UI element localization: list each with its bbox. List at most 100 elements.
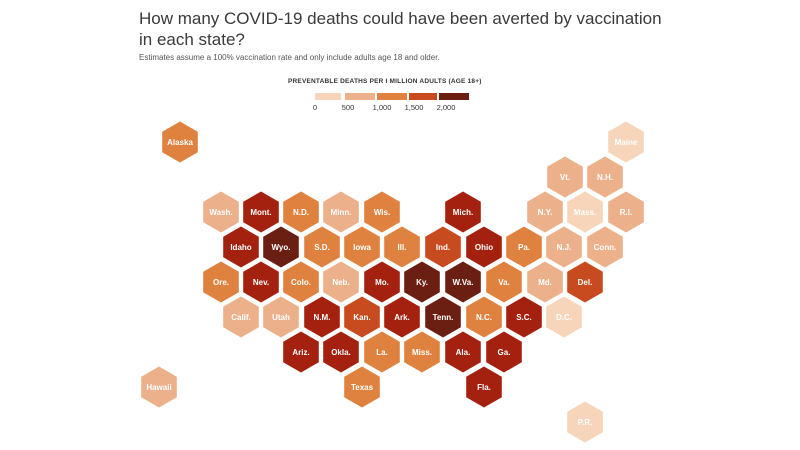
state-hex[interactable] [567,191,603,233]
state-hex[interactable] [445,331,481,373]
state-hex[interactable] [243,191,279,233]
state-label: N.D. [293,208,309,217]
state-label: Neb. [332,278,349,287]
state-hex[interactable] [546,226,582,268]
state-hex[interactable] [323,331,359,373]
state-label: P.R. [578,418,593,427]
state-label: D.C. [556,313,572,322]
state-hex[interactable] [203,261,239,303]
state-label: Miss. [412,348,432,357]
state-label: Wyo. [272,243,291,252]
state-hex[interactable] [587,226,623,268]
state-hex[interactable] [283,331,319,373]
state-label: Va. [498,278,510,287]
state-hex[interactable] [567,261,603,303]
state-hex[interactable] [384,226,420,268]
state-hex[interactable] [344,296,380,338]
state-hex[interactable] [486,261,522,303]
state-label: Ill. [398,243,407,252]
state-hex[interactable] [223,296,259,338]
state-hex[interactable] [445,191,481,233]
state-hex[interactable] [404,261,440,303]
state-label: Idaho [230,243,251,252]
state-hex[interactable] [587,156,623,198]
legend-title: PREVENTABLE DEATHS PER I MILLION ADULTS … [288,78,482,85]
state-hex[interactable] [608,191,644,233]
state-hex[interactable] [466,366,502,408]
state-hex[interactable] [304,296,340,338]
state-label: Iowa [353,243,371,252]
state-label: N.H. [597,173,613,182]
state-hex[interactable] [243,261,279,303]
legend-tick-label: 1,000 [372,103,392,112]
legend-tick-label: 1,500 [404,103,424,112]
state-hex[interactable] [547,156,583,198]
state-hex[interactable] [283,261,319,303]
state-hex[interactable] [203,191,239,233]
state-label: Md. [538,278,552,287]
state-label: Colo. [291,278,311,287]
state-hex[interactable] [323,261,359,303]
state-hex[interactable] [506,226,542,268]
state-label: Ind. [436,243,450,252]
state-hex[interactable] [527,191,563,233]
state-label: Conn. [594,243,617,252]
state-hex[interactable] [283,191,319,233]
state-hex[interactable] [162,121,198,163]
state-hex[interactable] [466,226,502,268]
state-label: Wash. [209,208,232,217]
state-label: Utah [272,313,290,322]
state-hex[interactable] [608,121,644,163]
state-label: Mich. [453,208,473,217]
state-hex[interactable] [546,296,582,338]
legend-tick-label: 2,000 [436,103,456,112]
state-hex[interactable] [223,226,259,268]
state-label: Ark. [394,313,410,322]
state-label: La. [376,348,388,357]
state-hex[interactable] [364,191,400,233]
state-hex[interactable] [425,226,461,268]
state-label: W.Va. [453,278,474,287]
state-hex[interactable] [304,226,340,268]
legend-swatch [377,93,407,100]
chart-title: How many COVID-19 deaths could have been… [139,9,662,49]
state-label: Ariz. [292,348,309,357]
state-label: Ohio [475,243,493,252]
state-hex[interactable] [364,261,400,303]
state-label: Tenn. [433,313,454,322]
state-hex[interactable] [527,261,563,303]
state-hex[interactable] [404,331,440,373]
state-label: Okla. [331,348,351,357]
state-hex[interactable] [344,366,380,408]
state-label: Ala. [456,348,471,357]
state-hex[interactable] [364,331,400,373]
state-hex[interactable] [263,296,299,338]
legend-swatch [315,93,341,100]
state-label: N.C. [476,313,492,322]
legend-tick-label: 500 [341,103,355,112]
chart-subtitle: Estimates assume a 100% vaccination rate… [139,53,440,62]
state-hex[interactable] [323,191,359,233]
state-label: Alaska [167,138,193,147]
state-hex[interactable] [344,226,380,268]
state-hex[interactable] [141,366,177,408]
state-hex[interactable] [263,226,299,268]
state-hex[interactable] [425,296,461,338]
legend-tick-label: 0 [312,103,318,112]
state-hex[interactable] [506,296,542,338]
state-label: Pa. [518,243,530,252]
state-label: S.D. [314,243,330,252]
state-label: Vt. [560,173,570,182]
state-hex[interactable] [384,296,420,338]
state-label: Fla. [477,383,491,392]
state-label: Ore. [213,278,229,287]
legend-swatch [409,93,437,100]
state-hex[interactable] [466,296,502,338]
state-hex[interactable] [567,401,603,443]
legend-swatch [439,93,469,100]
state-label: Hawaii [146,383,171,392]
state-label: Calif. [231,313,251,322]
state-hex[interactable] [486,331,522,373]
state-label: R.I. [620,208,632,217]
state-hex[interactable] [445,261,481,303]
